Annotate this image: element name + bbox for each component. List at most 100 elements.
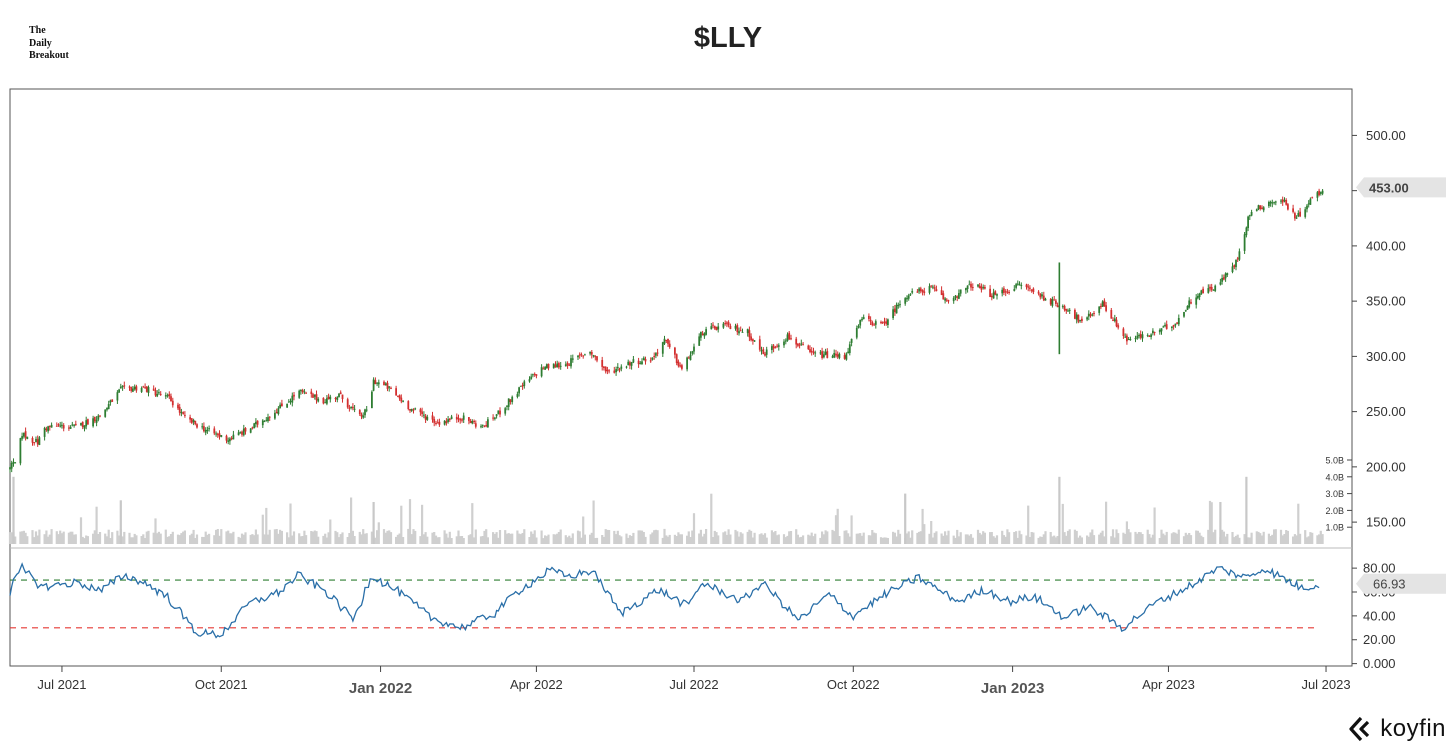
candlestick [275, 408, 278, 414]
candlestick [1003, 286, 1005, 296]
volume-bar [1226, 533, 1229, 544]
volume-bar [376, 530, 379, 544]
volume-bar [710, 493, 713, 544]
volume-bar [144, 538, 147, 544]
volume-bar [448, 531, 451, 544]
candlestick [14, 462, 17, 464]
candlestick [521, 382, 524, 390]
candlestick [128, 385, 131, 391]
candlestick [1015, 282, 1017, 290]
candlestick [1259, 205, 1262, 211]
candlestick [984, 284, 986, 290]
candlestick [130, 386, 133, 393]
candlestick [1231, 262, 1234, 274]
volume-bar [289, 503, 292, 544]
candlestick [765, 346, 768, 358]
x-tick-label: Jan 2022 [349, 680, 412, 697]
volume-bar [237, 536, 240, 544]
candlestick [274, 409, 276, 420]
volume-bar [156, 533, 159, 544]
volume-bar [1099, 532, 1102, 544]
candlestick [613, 366, 616, 374]
volume-bar [1257, 531, 1260, 544]
candlestick [400, 394, 403, 404]
volume-bar [1042, 534, 1045, 544]
volume-bar [57, 534, 60, 544]
volume-bar [22, 530, 25, 544]
volume-bar [1101, 530, 1104, 544]
volume-bar [1321, 534, 1324, 544]
volume-bar [964, 534, 967, 544]
volume-bar [1073, 529, 1076, 544]
volume-bar [55, 531, 58, 544]
volume-bar [734, 529, 737, 544]
volume-bar [81, 536, 84, 544]
volume-bar [1075, 530, 1078, 544]
volume-bar [990, 532, 993, 544]
volume-bar [505, 533, 509, 544]
volume-bar [855, 533, 858, 544]
candlestick [861, 316, 863, 322]
volume-bar [402, 537, 405, 544]
volume-bar [1319, 530, 1322, 544]
candlestick [681, 363, 683, 371]
candlestick [196, 423, 198, 429]
candlestick [956, 295, 959, 302]
volume-bar [1305, 537, 1309, 544]
volume-bar [930, 521, 933, 544]
volume-bar [1224, 536, 1227, 544]
volume-bar [457, 530, 460, 544]
candlestick [1299, 207, 1301, 218]
candlestick [364, 408, 366, 418]
volume-bar [479, 536, 483, 544]
volume-bar [601, 535, 604, 544]
candlestick [906, 295, 908, 302]
volume-bar [687, 531, 690, 544]
volume-bar [497, 537, 500, 544]
volume-bar [836, 508, 839, 544]
volume-bar [983, 532, 986, 544]
candlestick [921, 289, 924, 296]
volume-bar [507, 533, 510, 544]
volume-bar [34, 531, 38, 544]
volume-bar [554, 534, 557, 544]
volume-bar [311, 531, 315, 544]
candlestick [760, 346, 763, 355]
volume-bar [201, 536, 204, 544]
candlestick [504, 406, 507, 416]
candlestick [118, 388, 120, 393]
volume-bar [1202, 537, 1205, 544]
candlestick [147, 385, 150, 397]
volume-bar [242, 534, 245, 544]
volume-bar [301, 536, 304, 544]
volume-bar [777, 534, 780, 544]
candlestick [1207, 284, 1210, 294]
candlestick [918, 287, 920, 294]
candlestick [1086, 316, 1088, 322]
volume-bar [1016, 537, 1019, 544]
candlestick [1037, 290, 1040, 296]
candlestick [1027, 283, 1030, 292]
volume-bar [116, 530, 119, 544]
candlestick [698, 333, 701, 346]
volume-bar [14, 536, 17, 544]
price-tick-label: 350.00 [1366, 294, 1406, 309]
volume-bar [952, 535, 955, 544]
candlestick [410, 408, 413, 413]
volume-bar [1136, 533, 1139, 544]
candlestick [826, 348, 829, 359]
candlestick [1176, 322, 1178, 325]
candlestick [509, 399, 512, 405]
candlestick [971, 283, 974, 291]
candlestick [237, 429, 240, 436]
volume-bar [857, 533, 860, 544]
volume-bar [145, 531, 148, 544]
volume-bar [807, 534, 810, 544]
candlestick [738, 327, 740, 336]
volume-bar [36, 535, 39, 544]
volume-bar [164, 529, 167, 544]
candlestick [315, 390, 318, 404]
candlestick [642, 356, 645, 361]
candlestick [487, 417, 489, 428]
